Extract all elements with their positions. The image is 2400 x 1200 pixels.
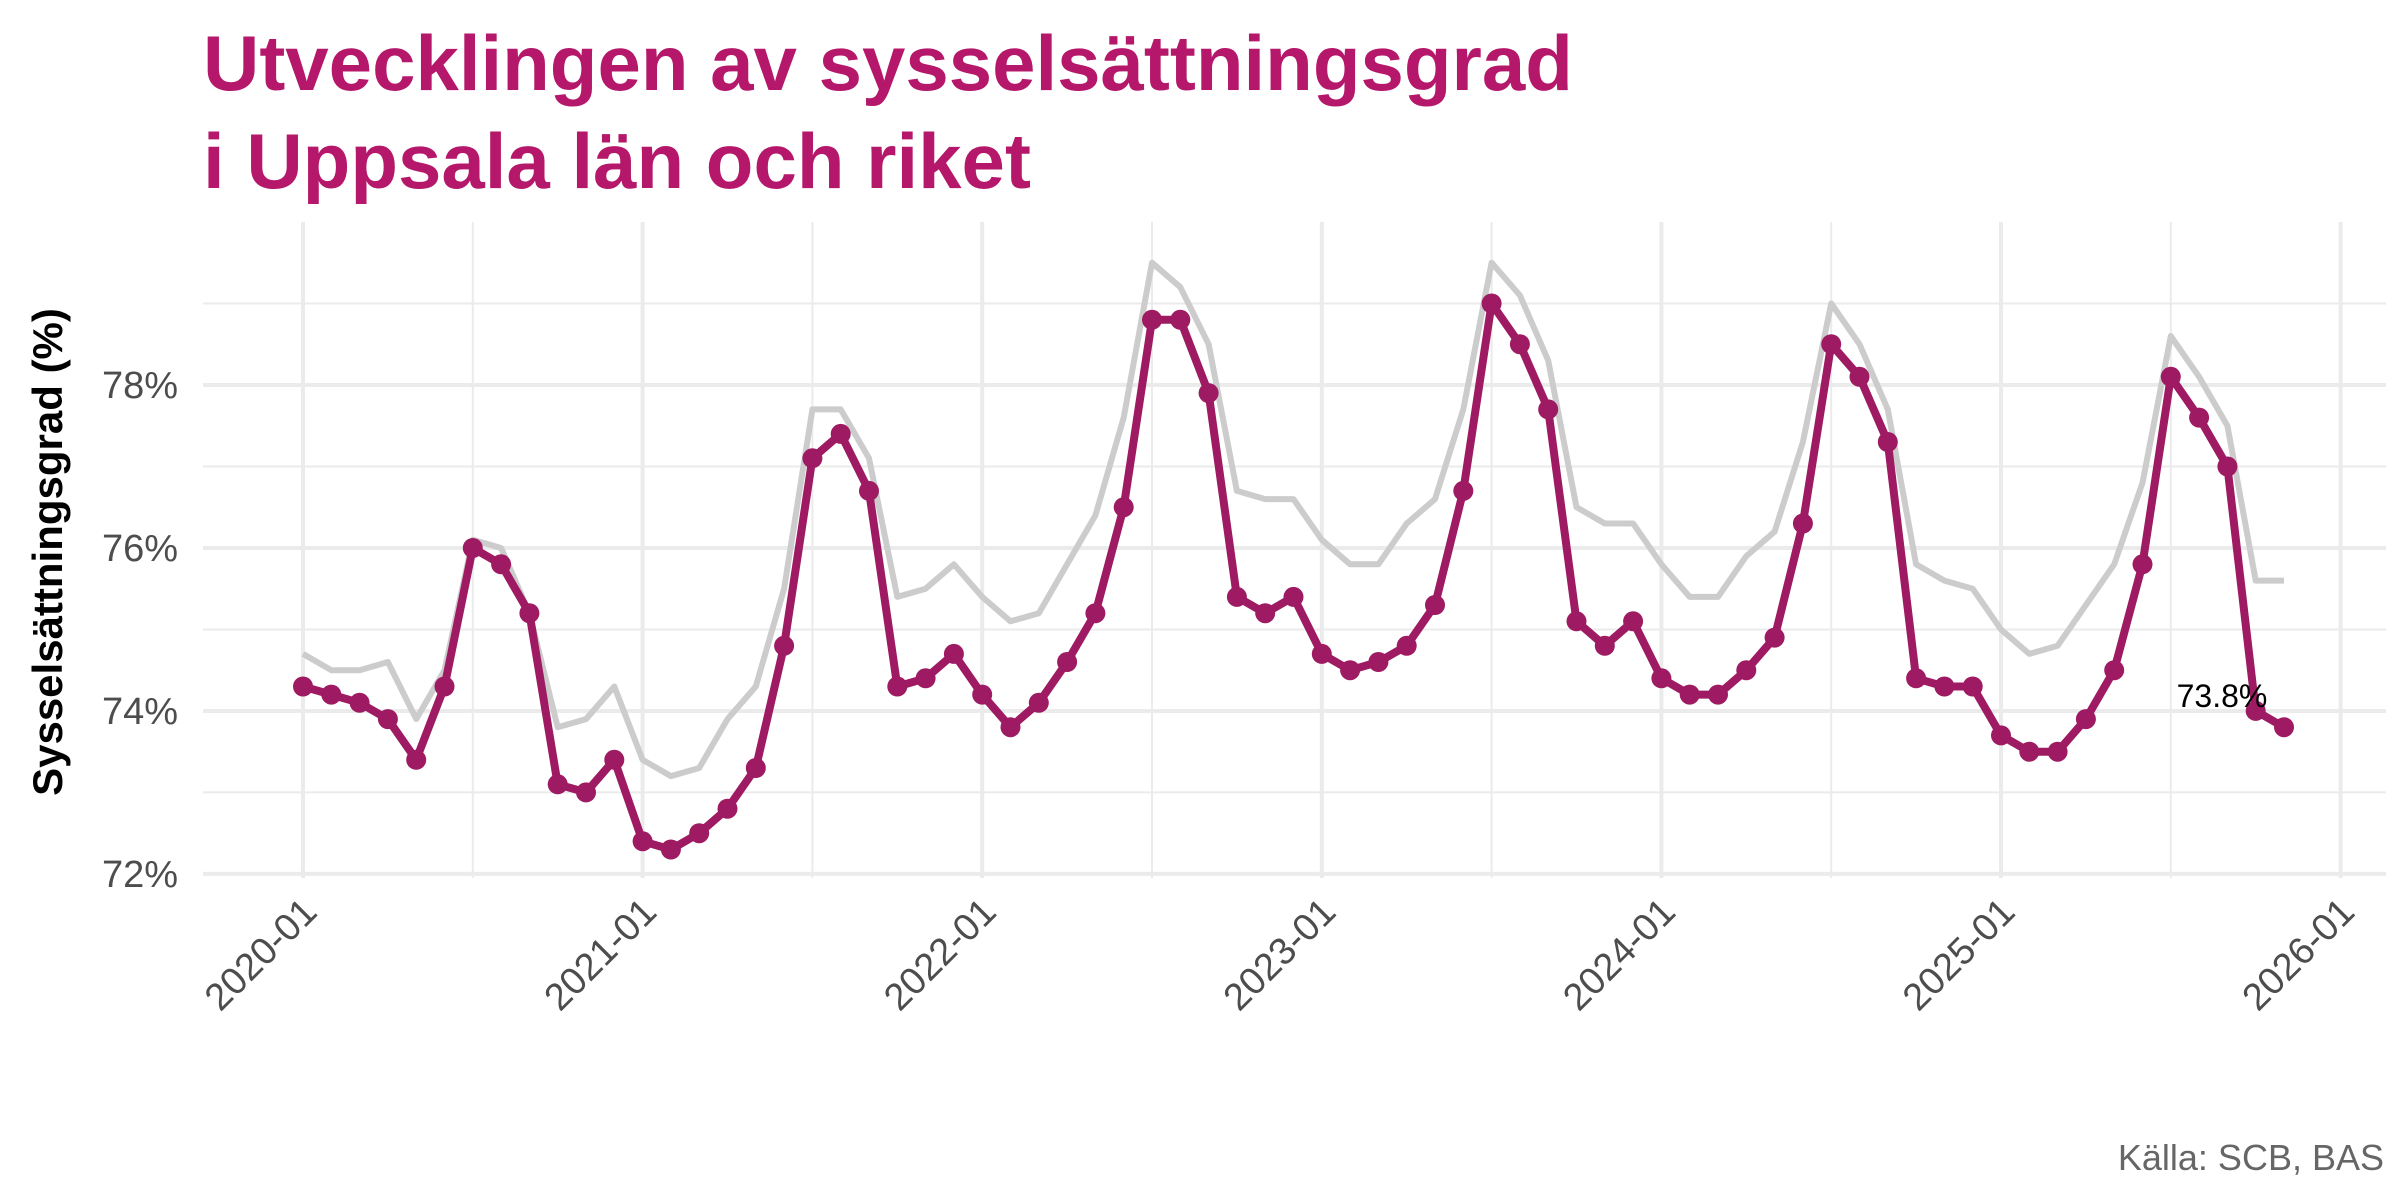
x-tick-label: 2024-01 xyxy=(1555,891,1683,1019)
data-point-uppsala xyxy=(1764,627,1785,648)
data-point-uppsala xyxy=(1085,603,1106,624)
data-point-uppsala xyxy=(859,480,879,501)
series-line-riket xyxy=(301,259,2284,780)
data-point-uppsala xyxy=(1934,676,1955,697)
data-point-uppsala xyxy=(1538,399,1559,420)
data-point-uppsala xyxy=(1425,595,1445,615)
data-point-uppsala xyxy=(1566,611,1587,632)
data-point-uppsala xyxy=(2104,660,2125,681)
data-point-uppsala xyxy=(1170,309,1191,330)
data-point-uppsala xyxy=(1226,586,1247,607)
data-point-uppsala xyxy=(1283,586,1304,607)
data-point-uppsala xyxy=(1509,334,1530,355)
data-point-uppsala xyxy=(830,423,851,444)
data-point-uppsala xyxy=(1340,660,1361,681)
data-point-uppsala xyxy=(1962,676,1983,697)
y-axis-label: Sysselsättningsgrad (%) xyxy=(24,308,71,796)
data-point-uppsala xyxy=(1594,635,1615,656)
data-point-uppsala xyxy=(887,676,908,697)
data-point-uppsala xyxy=(1311,643,1332,664)
data-point-uppsala xyxy=(519,603,540,624)
data-point-uppsala xyxy=(2189,407,2210,428)
data-point-uppsala xyxy=(604,749,625,770)
data-point-uppsala xyxy=(2160,366,2181,387)
data-point-uppsala xyxy=(491,554,512,575)
data-point-uppsala xyxy=(717,798,738,819)
y-tick-label: 78% xyxy=(102,365,178,407)
data-point-uppsala xyxy=(632,831,653,852)
x-tick-label: 2020-01 xyxy=(197,891,325,1019)
data-point-uppsala xyxy=(2132,554,2153,575)
data-point-uppsala xyxy=(1453,480,1474,501)
data-point-uppsala xyxy=(1028,692,1049,713)
data-point-uppsala xyxy=(1000,717,1021,738)
data-point-uppsala xyxy=(1906,668,1927,689)
data-point-uppsala xyxy=(2245,700,2266,721)
data-point-uppsala xyxy=(1991,725,2011,746)
data-point-uppsala xyxy=(1481,293,1502,314)
data-point-uppsala xyxy=(2217,456,2238,477)
data-point-uppsala xyxy=(1368,652,1389,672)
data-point-uppsala xyxy=(1142,309,1162,330)
x-tick-label: 2021-01 xyxy=(537,891,665,1019)
data-point-uppsala xyxy=(1877,432,1898,452)
source-caption: Källa: SCB, BAS xyxy=(2118,1137,2384,1178)
title-line-2: i Uppsala län och riket xyxy=(203,117,1031,205)
data-point-uppsala xyxy=(547,774,568,795)
data-point-uppsala xyxy=(1792,513,1813,534)
data-point-uppsala xyxy=(293,676,313,697)
y-tick-label: 72% xyxy=(102,854,178,896)
data-point-uppsala xyxy=(1849,366,1870,387)
data-point-uppsala xyxy=(1113,497,1134,518)
y-tick-label: 74% xyxy=(102,691,178,733)
data-point-uppsala xyxy=(2274,717,2294,738)
data-point-uppsala xyxy=(1396,635,1417,656)
data-point-uppsala xyxy=(1679,684,1700,705)
data-point-uppsala xyxy=(1255,603,1276,624)
data-point-uppsala xyxy=(1623,611,1644,632)
data-point-uppsala xyxy=(576,782,596,803)
data-point-uppsala xyxy=(321,684,342,705)
x-tick-label: 2022-01 xyxy=(876,891,1004,1019)
y-tick-label: 76% xyxy=(102,528,178,570)
data-point-uppsala xyxy=(2075,709,2096,730)
last-value-label: 73.8% xyxy=(2177,678,2268,714)
data-point-uppsala xyxy=(1198,383,1219,404)
data-point-uppsala xyxy=(462,538,483,558)
data-point-uppsala xyxy=(660,839,681,860)
x-tick-label: 2026-01 xyxy=(2235,891,2363,1019)
data-point-uppsala xyxy=(1057,652,1078,672)
data-point-uppsala xyxy=(915,668,936,689)
data-point-uppsala xyxy=(689,823,710,844)
data-point-uppsala xyxy=(1708,684,1728,705)
data-point-uppsala xyxy=(943,643,964,664)
data-point-uppsala xyxy=(2019,741,2040,762)
data-point-uppsala xyxy=(802,448,823,469)
x-tick-label: 2023-01 xyxy=(1216,891,1344,1019)
grid xyxy=(203,222,2386,878)
data-point-uppsala xyxy=(1651,668,1672,689)
data-point-uppsala xyxy=(1821,334,1842,355)
data-point-uppsala xyxy=(774,635,795,656)
data-point-uppsala xyxy=(972,684,993,705)
chart-title: Utvecklingen av sysselsättningsgrad i Up… xyxy=(203,14,1573,210)
x-tick-label: 2025-01 xyxy=(1895,891,2023,1019)
data-point-uppsala xyxy=(349,692,370,713)
series xyxy=(293,259,2294,860)
data-point-uppsala xyxy=(434,676,455,697)
data-point-uppsala xyxy=(2047,741,2068,762)
title-line-1: Utvecklingen av sysselsättningsgrad xyxy=(203,19,1573,107)
data-point-uppsala xyxy=(1736,660,1757,681)
data-point-uppsala xyxy=(406,749,427,770)
data-point-uppsala xyxy=(745,758,766,778)
data-point-uppsala xyxy=(377,709,398,730)
